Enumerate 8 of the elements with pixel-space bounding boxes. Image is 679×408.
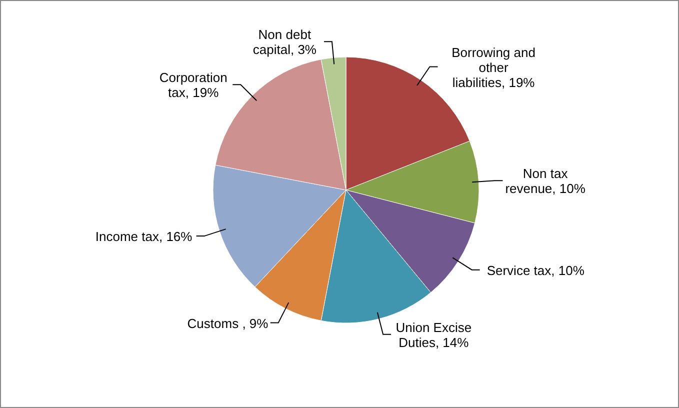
slice-label: Union Excise Duties, 14% (396, 320, 472, 350)
slice-label: Customs , 9% (187, 316, 269, 331)
slice-label: Corporation tax, 19% (159, 70, 228, 100)
slice-label: Income tax, 16% (95, 229, 193, 244)
slice-label: Non debt capital, 3% (252, 27, 317, 58)
slice-label: Non tax revenue, 10% (505, 166, 586, 196)
slice-label: Borrowing and other liabilities, 19% (452, 44, 536, 90)
slice-label: Service tax, 10% (486, 262, 585, 278)
